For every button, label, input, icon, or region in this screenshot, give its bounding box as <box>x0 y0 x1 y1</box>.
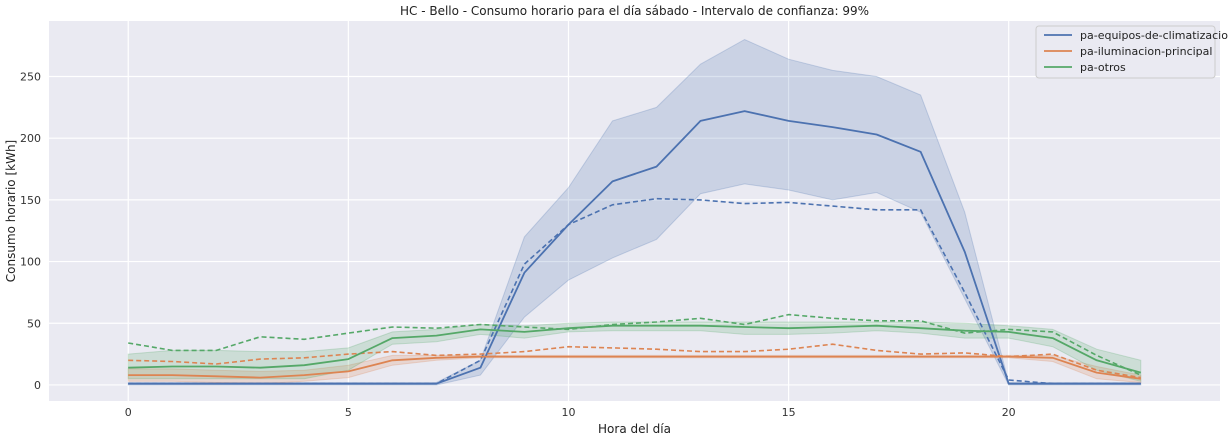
chart-title: HC - Bello - Consumo horario para el día… <box>400 4 869 18</box>
x-tick-label: 5 <box>345 406 352 419</box>
y-tick-label: 150 <box>20 194 41 207</box>
series-line-1 <box>128 355 1141 380</box>
legend: pa-equipos-de-climatizacion pa-iluminaci… <box>1035 25 1228 79</box>
y-tick-label: 50 <box>27 317 41 330</box>
y-tick-label: 250 <box>20 71 41 84</box>
y-axis-title: Consumo horario [kWh] <box>4 140 18 282</box>
series-line-2 <box>128 324 1142 374</box>
legend-label-otros: pa-otros <box>1080 61 1126 74</box>
legend-label-iluminacion: pa-iluminacion-principal <box>1080 45 1212 58</box>
x-tick-label: 15 <box>782 406 796 419</box>
plot-background <box>49 21 1220 401</box>
y-tick-label: 0 <box>34 379 41 392</box>
dashed-line-1 <box>128 343 1141 379</box>
x-tick-label: 10 <box>561 406 575 419</box>
x-tick-label: 20 <box>1002 406 1016 419</box>
confidence-band-0 <box>127 38 1142 386</box>
grid-lines <box>49 21 1220 401</box>
legend-box <box>1035 25 1216 79</box>
x-tick-label: 0 <box>125 406 132 419</box>
y-tick-label: 100 <box>20 256 41 269</box>
x-axis-title: Hora del día <box>598 422 671 436</box>
legend-label-climatizacion: pa-equipos-de-climatizacion <box>1080 29 1228 42</box>
series-lines <box>128 110 1142 385</box>
y-tick-label: 200 <box>20 132 41 145</box>
dashed-line-2 <box>128 313 1142 376</box>
dashed-line-0 <box>128 197 1141 385</box>
